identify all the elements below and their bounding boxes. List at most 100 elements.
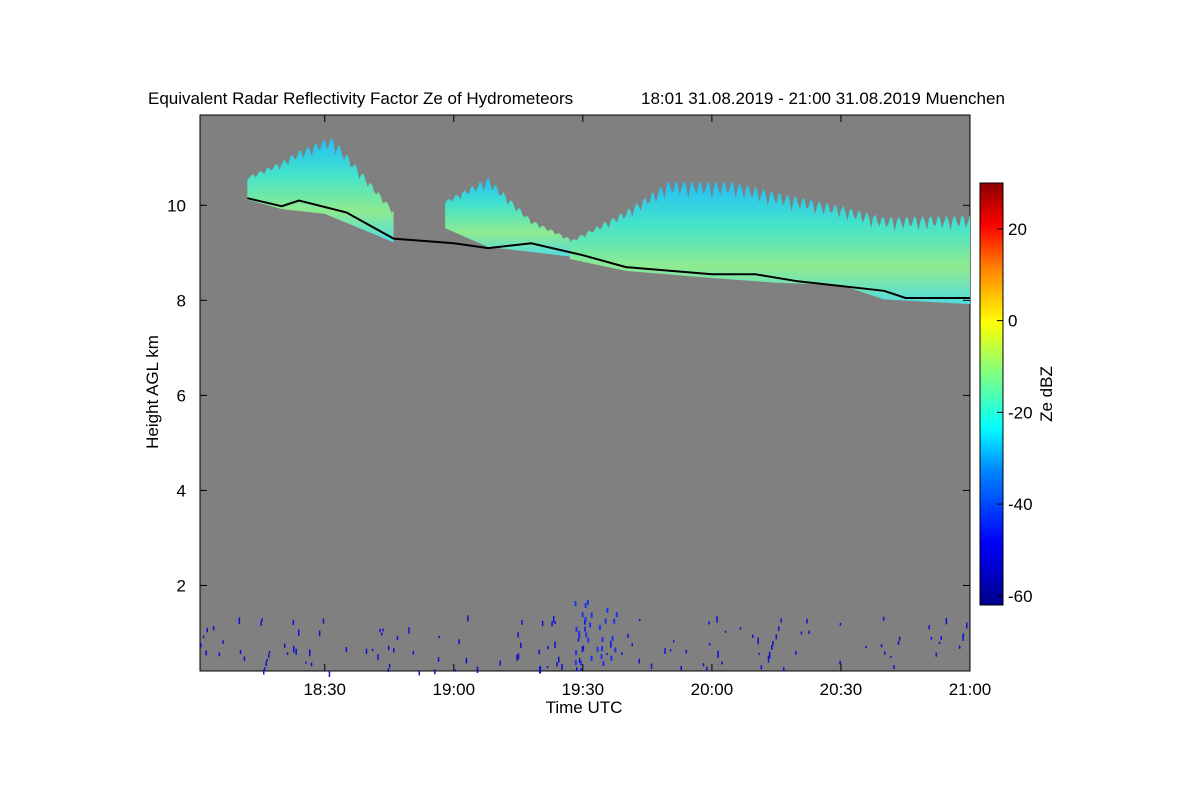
cloud-base-line	[247, 197, 970, 299]
low-echo-speck	[706, 666, 708, 672]
low-echo-speck	[615, 612, 618, 618]
low-echo-speck	[561, 663, 563, 670]
low-echo-speck	[328, 670, 331, 677]
low-echo-speck	[606, 653, 608, 656]
low-echo-speck	[379, 628, 381, 633]
low-echo-speck	[716, 616, 718, 623]
low-echo-speck	[604, 618, 607, 624]
low-echo-speck	[516, 654, 518, 661]
low-echo-speck	[839, 622, 842, 626]
low-echo-speck	[261, 618, 263, 622]
low-echo-speck	[893, 665, 895, 669]
low-echo-speck	[298, 629, 300, 636]
low-echo-speck	[292, 619, 295, 625]
low-echo-speck	[284, 643, 286, 648]
y-tick-label: 2	[177, 576, 186, 595]
x-tick-label: 21:00	[949, 680, 992, 699]
low-echo-speck	[600, 654, 603, 660]
low-echo-speck	[454, 669, 457, 672]
x-tick-label: 19:00	[433, 680, 476, 699]
low-echo-speck	[517, 653, 520, 660]
low-echo-speck	[673, 640, 675, 643]
low-echo-speck	[584, 602, 587, 608]
low-echo-speck	[602, 661, 605, 666]
low-echo-speck	[200, 643, 202, 648]
low-echo-speck	[580, 668, 582, 672]
low-echo-speck	[418, 671, 420, 676]
low-echo-speck	[884, 651, 886, 655]
low-echo-speck	[685, 649, 687, 654]
low-echo-speck	[206, 627, 208, 633]
low-echo-speck	[585, 632, 588, 638]
low-echo-speck	[610, 640, 612, 648]
low-echo-speck	[880, 644, 883, 648]
low-echo-speck	[574, 601, 577, 607]
low-echo-speck	[935, 652, 937, 657]
low-echo-speck	[930, 637, 933, 640]
low-echo-speck	[438, 635, 440, 639]
low-echo-speck	[546, 665, 549, 669]
low-echo-speck	[578, 633, 581, 639]
x-tick-label: 20:30	[820, 680, 863, 699]
low-echo-speck	[584, 619, 586, 625]
low-echo-speck	[222, 640, 224, 644]
low-echo-speck	[578, 630, 581, 636]
low-echo-speck	[601, 646, 603, 652]
y-tick-label: 8	[177, 291, 186, 310]
low-echo-speck	[650, 663, 653, 669]
low-echo-speck	[752, 634, 754, 638]
low-echo-speck	[611, 635, 614, 641]
colorbar-ticks: 20 0 -20 -40 -60	[997, 220, 1033, 606]
low-echo-speck	[631, 643, 633, 647]
low-echo-speck	[554, 621, 556, 625]
low-echo-speck	[408, 627, 410, 634]
low-echo-speck	[345, 647, 348, 652]
low-echo-speck	[305, 661, 307, 664]
colorbar-tick-label: -20	[1008, 403, 1033, 422]
low-echo-speck	[839, 660, 841, 665]
low-echo-speck	[778, 626, 780, 631]
low-echo-speck	[610, 655, 613, 661]
low-echo-speck	[576, 667, 578, 672]
low-echo-speck	[584, 626, 586, 632]
low-echo-speck	[669, 649, 672, 652]
low-echo-speck	[268, 653, 270, 658]
low-echo-speck	[584, 616, 587, 622]
low-echo-speck	[721, 661, 723, 665]
low-echo-speck	[263, 667, 266, 670]
low-echo-speck	[621, 652, 623, 655]
low-echo-speck	[387, 668, 390, 672]
low-echo-speck	[365, 648, 368, 654]
y-tick-label: 6	[177, 386, 186, 405]
low-echo-speck	[575, 626, 578, 632]
low-echo-speck	[882, 616, 885, 621]
low-echo-speck	[476, 666, 479, 673]
axis-ticks: 18:30 19:00 19:30 20:00 20:30 21:00 2 4 6 8 10	[167, 115, 991, 699]
low-echo-speck	[760, 665, 763, 670]
low-echo-speck	[218, 652, 221, 657]
low-echo-speck	[458, 639, 460, 645]
chart-title: Equivalent Radar Reflectivity Factor Ze …	[148, 89, 573, 108]
low-echo-speck	[396, 635, 399, 641]
low-echo-speck	[310, 662, 313, 667]
low-echo-speck	[265, 661, 267, 667]
low-echo-speck	[865, 645, 867, 649]
low-echo-speck	[309, 649, 311, 657]
colorbar	[979, 182, 1004, 606]
y-tick-label: 10	[167, 196, 186, 215]
low-echo-speck	[266, 659, 268, 662]
low-echo-speck	[606, 607, 609, 613]
low-echo-speck	[758, 652, 760, 655]
low-echo-speck	[590, 612, 593, 618]
x-axis-label: Time UTC	[546, 698, 623, 717]
low-echo-speck	[547, 645, 549, 650]
low-echo-speck	[780, 618, 782, 623]
low-echo-speck	[783, 667, 785, 672]
low-echo-speck	[613, 618, 616, 624]
low-echo-speck	[465, 657, 468, 664]
colorbar-label: Ze dBZ	[1037, 366, 1056, 422]
low-echo-speck	[739, 627, 742, 630]
low-echo-speck	[938, 641, 941, 644]
x-tick-label: 19:30	[562, 680, 605, 699]
